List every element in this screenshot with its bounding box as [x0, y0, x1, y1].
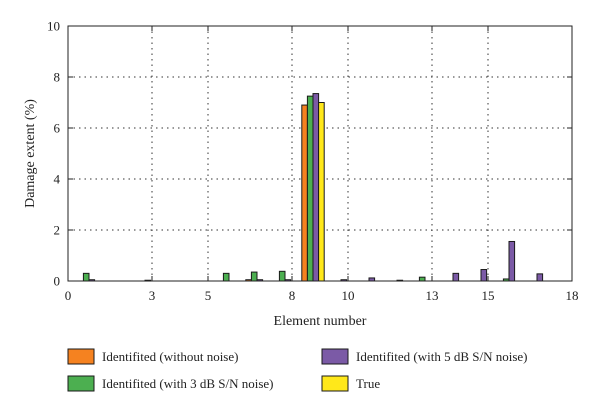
legend-swatch — [67, 375, 95, 392]
bar-element-9-series-2 — [306, 95, 314, 282]
legend-label: True — [356, 376, 380, 391]
legend-swatch — [321, 375, 349, 392]
x-tick-label: 3 — [149, 288, 156, 303]
y-tick-label: 6 — [54, 121, 61, 136]
plot-frame — [67, 25, 573, 282]
legend: Identifited (without noise) Identifited (… — [67, 348, 528, 392]
bar-element-16-series-3 — [508, 240, 516, 282]
legend-swatch — [67, 348, 95, 365]
bar-element-9-series-3 — [312, 93, 320, 282]
bar-element-9-series-4 — [318, 102, 325, 282]
y-tick-label: 2 — [54, 223, 61, 238]
y-tick-label: 0 — [54, 274, 61, 289]
x-tick-label: 13 — [426, 288, 439, 303]
x-tick-label: 8 — [289, 288, 296, 303]
bar-series — [82, 93, 544, 282]
grid-lines — [68, 26, 572, 281]
legend-label: Identifited (with 3 dB S/N noise) — [102, 376, 274, 391]
legend-item: Identifited (with 5 dB S/N noise) — [321, 348, 528, 365]
x-tick-label: 18 — [566, 288, 579, 303]
bar-element-6-series-2 — [222, 272, 230, 282]
bar-element-9-series-1 — [301, 104, 308, 282]
bar-element-15-series-3 — [480, 269, 488, 282]
legend-label: Identifited (without noise) — [102, 349, 238, 364]
bar-element-13-series-2 — [418, 276, 426, 282]
legend-swatch — [321, 348, 349, 365]
y-tick-label: 8 — [54, 70, 61, 85]
legend-item: Identifited (with 3 dB S/N noise) — [67, 375, 274, 392]
y-tick-label: 10 — [47, 19, 60, 34]
bar-element-17-series-3 — [536, 273, 544, 282]
bar-element-8-series-2 — [278, 270, 286, 282]
x-tick-label: 10 — [342, 288, 355, 303]
x-tick-label: 0 — [65, 288, 72, 303]
legend-label: Identifited (with 5 dB S/N noise) — [356, 349, 528, 364]
legend-item: Identifited (without noise) — [67, 348, 238, 365]
y-tick-label: 4 — [54, 172, 61, 187]
legend-item: True — [321, 375, 380, 392]
bar-element-1-series-2 — [82, 272, 90, 282]
bar-element-14-series-3 — [452, 272, 460, 282]
bar-element-7-series-2 — [250, 271, 258, 282]
x-tick-label: 5 — [205, 288, 212, 303]
x-tick-label: 15 — [482, 288, 495, 303]
x-axis-title: Element number — [274, 314, 367, 329]
y-axis-title: Damage extent (%) — [23, 99, 38, 208]
axis-ticks: 0 2 4 6 8 10 0 3 5 8 10 13 15 18 — [47, 19, 579, 304]
